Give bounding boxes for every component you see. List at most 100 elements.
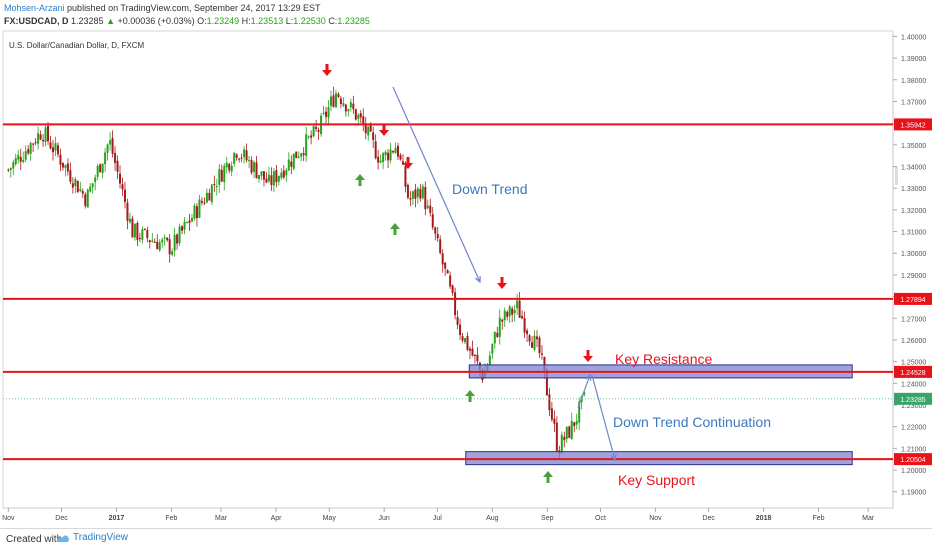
- candle-body: [34, 142, 37, 144]
- candle-body: [464, 338, 467, 343]
- candle-body: [104, 152, 107, 165]
- y-tick-label: 1.40000: [901, 34, 926, 41]
- chart-area[interactable]: 1.19000 1.20000 1.21000 1.22000 1.23000 1.240…: [0, 30, 932, 524]
- tradingview-brand[interactable]: TradingView: [56, 532, 128, 543]
- x-tick-label: Apr: [271, 515, 283, 522]
- candle-body: [317, 130, 320, 132]
- candle-body: [359, 113, 362, 118]
- candle-body: [131, 218, 134, 238]
- candle-body: [32, 143, 35, 145]
- candle-body: [240, 157, 243, 159]
- candle-body: [79, 189, 82, 191]
- candle-body: [560, 434, 563, 454]
- candle-body: [563, 436, 566, 441]
- candle-body: [404, 166, 407, 187]
- candle-body: [347, 109, 350, 112]
- candle-body: [583, 391, 586, 395]
- candle-body: [488, 355, 491, 365]
- candle-body: [173, 234, 176, 251]
- candle-body: [267, 174, 270, 182]
- candle-body: [521, 315, 524, 319]
- candle-body: [253, 162, 256, 172]
- candle-body: [295, 151, 298, 159]
- candle-body: [56, 145, 59, 155]
- candle-body: [431, 214, 434, 228]
- candle-body: [394, 147, 397, 154]
- author-link[interactable]: Mohsen-Arzani: [4, 3, 65, 13]
- candle-body: [208, 192, 211, 201]
- candle-body: [12, 162, 15, 169]
- candle-body: [312, 125, 315, 136]
- candle-body: [123, 189, 126, 203]
- candle-body: [456, 317, 459, 325]
- y-tick-label: 1.25000: [901, 360, 926, 367]
- candle-body: [133, 223, 136, 238]
- candle-body: [74, 178, 77, 186]
- candle-body: [548, 394, 551, 411]
- red-down-arrow-icon: [322, 64, 332, 76]
- candle-body: [550, 408, 553, 420]
- candle-body: [69, 170, 72, 182]
- candle-body: [334, 93, 337, 107]
- candle-body: [531, 342, 534, 348]
- candle-body: [536, 336, 538, 340]
- green-up-arrow-icon: [390, 223, 400, 235]
- candle-body: [210, 184, 213, 203]
- candle-body: [508, 306, 511, 317]
- level-label-bg: [894, 118, 932, 131]
- close-label: C:: [328, 16, 338, 26]
- brand-name: TradingView: [73, 532, 129, 543]
- continuation-arrow-head: [610, 453, 617, 462]
- price-chart[interactable]: 1.19000 1.20000 1.21000 1.22000 1.23000 1.240…: [0, 30, 932, 524]
- candle-body: [302, 153, 305, 156]
- candle-body: [265, 178, 268, 183]
- candle-body: [578, 401, 581, 423]
- price-change: +0.00036 (+0.03%): [117, 16, 195, 26]
- tradingview-logo-icon: [57, 534, 69, 542]
- candle-body: [305, 134, 308, 156]
- candle-body: [215, 186, 218, 188]
- candle-body: [17, 154, 20, 160]
- x-tick-label: Mar: [862, 515, 875, 522]
- candle-body: [513, 309, 516, 314]
- y-tick-label: 1.26000: [901, 338, 926, 345]
- candle-body: [473, 354, 476, 356]
- candle-body: [297, 156, 300, 158]
- candle-body: [374, 141, 377, 159]
- candle-body: [166, 237, 169, 241]
- candle-body: [91, 183, 94, 188]
- candle-body: [446, 270, 449, 274]
- candle-body: [223, 165, 226, 183]
- candle-body: [414, 189, 417, 199]
- last-price: 1.23285: [71, 16, 104, 26]
- candle-body: [573, 422, 576, 426]
- candle-body: [354, 109, 357, 120]
- y-tick-label: 1.38000: [901, 78, 926, 85]
- low-label: L:: [285, 16, 294, 26]
- candle-body: [116, 160, 119, 172]
- candle-body: [506, 311, 509, 317]
- candle-body: [262, 171, 265, 180]
- candle-body: [540, 353, 543, 355]
- candle-body: [397, 145, 400, 157]
- candle-body: [101, 163, 104, 174]
- level-label: 1.20504: [900, 457, 925, 464]
- x-tick-label: Dec: [702, 515, 715, 522]
- candle-body: [205, 192, 208, 203]
- candle-body: [280, 172, 283, 178]
- candle-body: [575, 420, 578, 425]
- candle-body: [225, 162, 228, 168]
- candle-body: [439, 239, 442, 253]
- candle-body: [282, 170, 285, 178]
- candle-body: [300, 153, 303, 157]
- candle-body: [51, 147, 54, 153]
- candle-body: [14, 158, 17, 165]
- x-tick-label: Aug: [486, 515, 499, 522]
- candle-body: [545, 369, 548, 396]
- current-price-label: 1.23285: [900, 397, 925, 404]
- candle-body: [369, 124, 372, 132]
- candle-body: [195, 206, 198, 219]
- price-axis-handle: [895, 167, 898, 185]
- down-trend-arrow-head: [475, 275, 481, 284]
- candle-body: [329, 96, 332, 107]
